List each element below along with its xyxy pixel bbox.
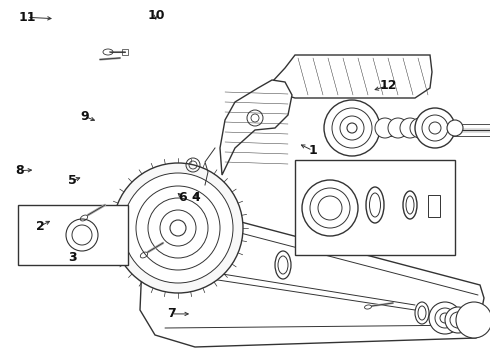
Circle shape — [410, 118, 430, 138]
Circle shape — [375, 118, 395, 138]
Circle shape — [324, 100, 380, 156]
Text: 3: 3 — [68, 251, 77, 264]
Circle shape — [456, 302, 490, 338]
Text: 1: 1 — [308, 144, 317, 157]
Circle shape — [113, 163, 243, 293]
Circle shape — [429, 302, 461, 334]
Text: 4: 4 — [192, 191, 200, 204]
Ellipse shape — [469, 310, 481, 334]
Circle shape — [66, 219, 98, 251]
Bar — [18, 205, 128, 265]
Polygon shape — [272, 55, 432, 98]
Text: 5: 5 — [68, 174, 77, 187]
Ellipse shape — [275, 251, 291, 279]
Circle shape — [388, 118, 408, 138]
Circle shape — [123, 173, 233, 283]
Circle shape — [447, 120, 463, 136]
Ellipse shape — [415, 302, 429, 324]
Text: 6: 6 — [178, 191, 187, 204]
Bar — [122, 49, 128, 55]
Circle shape — [88, 208, 128, 248]
Polygon shape — [220, 80, 292, 175]
Circle shape — [415, 108, 455, 148]
Ellipse shape — [366, 187, 384, 223]
Text: 2: 2 — [36, 220, 45, 233]
Text: 9: 9 — [80, 110, 89, 123]
Text: 7: 7 — [167, 307, 176, 320]
Text: 11: 11 — [18, 11, 36, 24]
Ellipse shape — [403, 191, 417, 219]
Circle shape — [400, 118, 420, 138]
Text: 12: 12 — [379, 79, 397, 92]
Circle shape — [445, 307, 471, 333]
Bar — [428, 195, 440, 217]
Circle shape — [302, 180, 358, 236]
Bar — [295, 160, 455, 255]
Polygon shape — [140, 198, 484, 347]
Text: 8: 8 — [15, 164, 24, 177]
Text: 10: 10 — [147, 9, 165, 22]
